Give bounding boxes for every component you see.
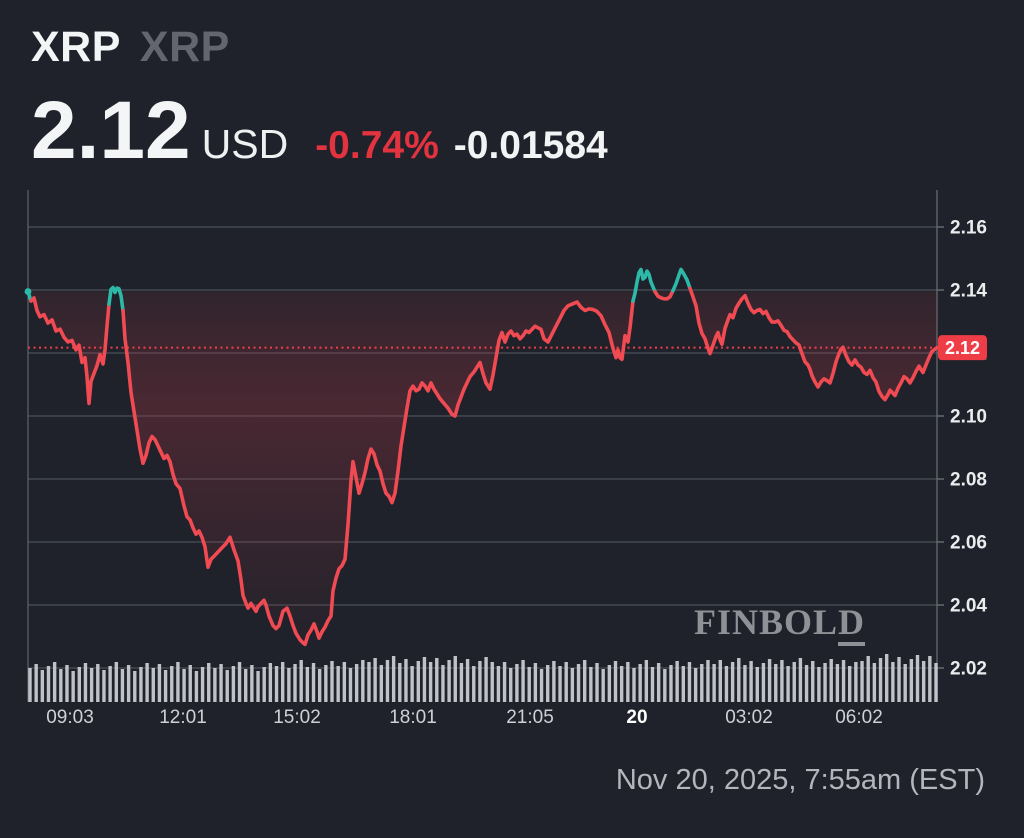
price-line: [26, 267, 939, 647]
watermark-text: FINBOL: [694, 602, 839, 642]
price-value: 2.12: [31, 85, 191, 176]
price-line-segment: [688, 286, 939, 402]
price-line-segment: [29, 296, 111, 406]
x-axis-label: 06:02: [835, 707, 883, 728]
price-line-segment: [631, 267, 657, 303]
current-price-badge: 2.12: [938, 335, 987, 361]
watermark-text-last: D: [838, 602, 866, 646]
y-axis-label: 2.02: [950, 659, 987, 680]
x-axis-label: 12:01: [159, 707, 207, 728]
price-row: 2.12 USD -0.74% -0.01584: [31, 90, 608, 172]
x-axis-label: 18:01: [389, 707, 437, 728]
x-axis-label: 21:05: [506, 707, 554, 728]
y-axis-label: 2.08: [950, 470, 987, 491]
finbold-watermark: FINBOLD: [694, 602, 866, 646]
ticker-row: XRP XRP: [31, 26, 608, 69]
y-axis-label: 2.04: [950, 596, 987, 617]
price-change-percent: -0.74%: [315, 124, 439, 167]
price-currency: USD: [201, 121, 289, 167]
series-start-dot: [24, 288, 32, 295]
x-axis-label: 03:02: [725, 707, 773, 728]
x-axis-label: 09:03: [46, 707, 94, 728]
price-area-fill: [28, 291, 937, 645]
x-axis-label: 15:02: [273, 707, 321, 728]
ticker-name: XRP: [31, 23, 121, 71]
price-line-segment: [121, 299, 635, 647]
price-change-value: -0.01584: [453, 124, 608, 167]
price-line-segment: [671, 267, 692, 293]
price-line-segment: [653, 288, 675, 301]
current-price-badge-label: 2.12: [945, 338, 980, 358]
y-axis-label: 2.16: [950, 218, 987, 239]
y-axis-label: 2.06: [950, 533, 987, 554]
price-header: XRP XRP 2.12 USD -0.74% -0.01584: [31, 26, 608, 172]
x-axis-labels: 09:03 12:01 15:02 18:01 21:05 20 03:02 06:02: [0, 707, 1024, 733]
x-axis-label: 20: [626, 707, 648, 728]
chart-timestamp: Nov 20, 2025, 7:55am (EST): [615, 764, 985, 796]
y-axis-labels: 2.16 2.14 2.12 2.10 2.08 2.06 2.04 2.02: [937, 218, 987, 680]
y-axis-label: 2.10: [950, 407, 987, 428]
price-line-segment: [107, 285, 125, 313]
volume-bars: [28, 654, 938, 702]
ticker-symbol: XRP: [139, 23, 230, 71]
y-axis-label: 2.14: [950, 281, 987, 302]
